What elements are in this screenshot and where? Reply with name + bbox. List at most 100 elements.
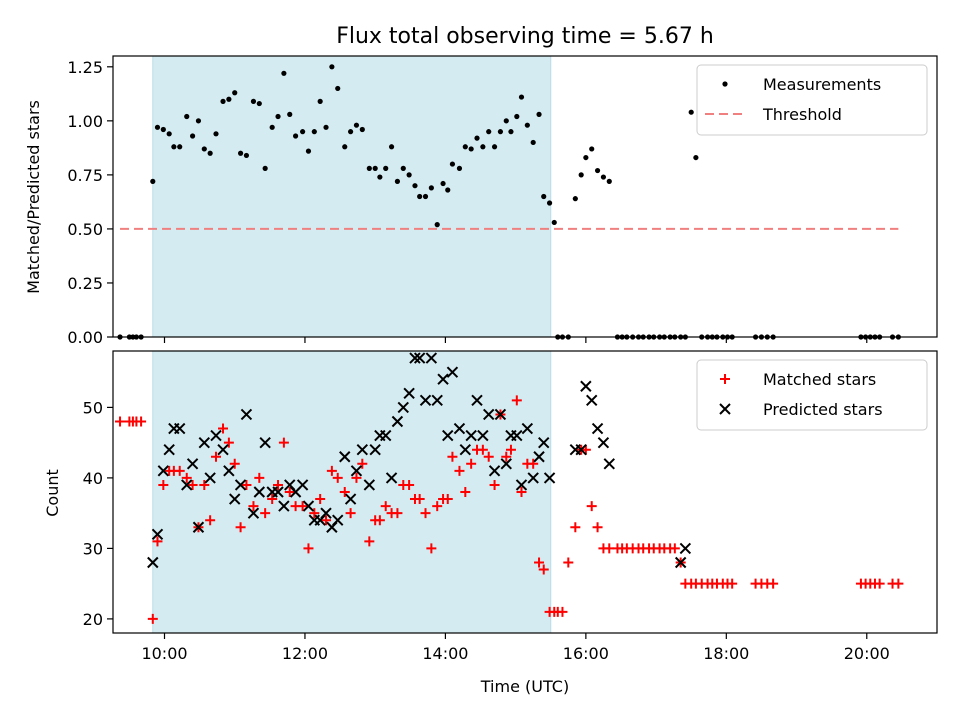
predicted-star-point [674,556,687,569]
measurement-point [323,124,329,130]
predicted-star-point [500,458,512,470]
measurement-point [462,144,468,150]
predicted-star-point [174,422,186,435]
y-tick-label: 20 [83,610,103,629]
matched-star-point [284,487,295,497]
measurement-point [287,111,293,117]
measurement-point [226,96,232,102]
measurement-point [688,109,694,115]
measurement-point [406,172,412,178]
matched-star-point [460,487,471,497]
predicted-star-point [385,472,398,484]
predicted-star-point [186,458,199,470]
measurement-point [394,178,401,184]
x-tick-label: 20:00 [844,644,890,663]
predicted-star-point [247,507,260,519]
matched-star-point [534,557,545,568]
predicted-star-point [296,479,309,491]
matched-star-point [309,508,320,519]
matched-star-point [357,458,368,469]
measurement-point [417,193,423,200]
matched-star-point [278,437,289,448]
measurement-point [486,129,492,135]
measurement-point [348,129,354,135]
measurement-point [243,152,250,159]
predicted-star-point [521,422,534,435]
matched-star-point [477,444,488,455]
x-tick-label: 12:00 [282,644,328,663]
predicted-star-point [223,465,235,477]
measurement-point [524,122,530,128]
matched-star-point [483,451,494,462]
x-tick-label: 18:00 [703,644,749,663]
bottom-y-axis-label: Count [43,469,62,517]
matched-star-point [297,501,308,512]
measurement-point [422,193,429,200]
measurement-point [372,165,378,171]
measurement-point [536,111,542,117]
matched-star-point [254,472,265,483]
y-tick-label: 1.00 [67,112,103,131]
matched-star-point [181,472,192,483]
y-tick-label: 0.50 [67,220,103,239]
x-tick-label: 10:00 [141,644,187,663]
matched-star-point [158,479,169,490]
measurement-point [177,144,183,150]
predicted-star-point [465,429,477,442]
measurement-point [329,64,335,70]
legend-box [696,359,928,431]
measurement-point [262,165,268,171]
x-tick-label: 16:00 [563,644,609,663]
predicted-star-point [597,436,610,449]
measurement-point [589,146,595,152]
measurement-point [434,222,440,228]
matched-star-point [414,494,425,505]
matched-star-point [205,515,216,526]
predicted-star-point [356,443,369,456]
matched-star-point [420,508,431,519]
predicted-star-point [369,443,381,456]
matched-star-point [528,458,539,469]
predicted-star-point [494,408,507,421]
measurement-point [572,196,578,202]
measurement-point [600,174,607,180]
measurement-point [412,183,418,189]
matched-star-point [315,494,326,505]
measurement-point [491,144,498,150]
predicted-star-point [344,493,357,505]
predicted-star-point [586,394,598,407]
predicted-star-point [234,479,247,491]
predicted-star-point [217,443,229,456]
matched-star-point [511,395,522,406]
predicted-star-point [204,472,216,484]
matched-star-point [501,451,512,462]
series-measurements [117,64,901,340]
measurement-point [541,193,547,200]
predicted-star-point [419,394,432,407]
shaded-interval [152,55,552,338]
legend: Matched stars Predicted stars [696,359,928,431]
measurement-point [578,172,584,178]
predicted-star-point [380,429,392,442]
y-tick-label: 30 [83,539,103,558]
measurement-point [445,187,451,193]
matched-star-point [404,479,415,490]
bottom-x-axis-label: Time (UTC) [480,677,569,696]
matched-star-point [466,458,477,469]
measurement-point [232,90,238,96]
matched-star-point [586,501,597,512]
measurement-point [456,165,463,171]
matched-star-point [505,444,516,455]
predicted-star-point [591,422,604,435]
predicted-star-point [459,443,472,456]
matched-star-point [218,423,229,434]
predicted-star-point [515,479,528,491]
predicted-star-point [181,479,193,491]
predicted-star-point [363,479,376,491]
matched-star-point [364,536,375,547]
measurement-point [154,124,161,130]
axes-frame [112,350,938,634]
predicted-star-point [437,373,449,385]
x-tick-label: 14:00 [422,644,468,663]
predicted-star-point [442,429,454,442]
